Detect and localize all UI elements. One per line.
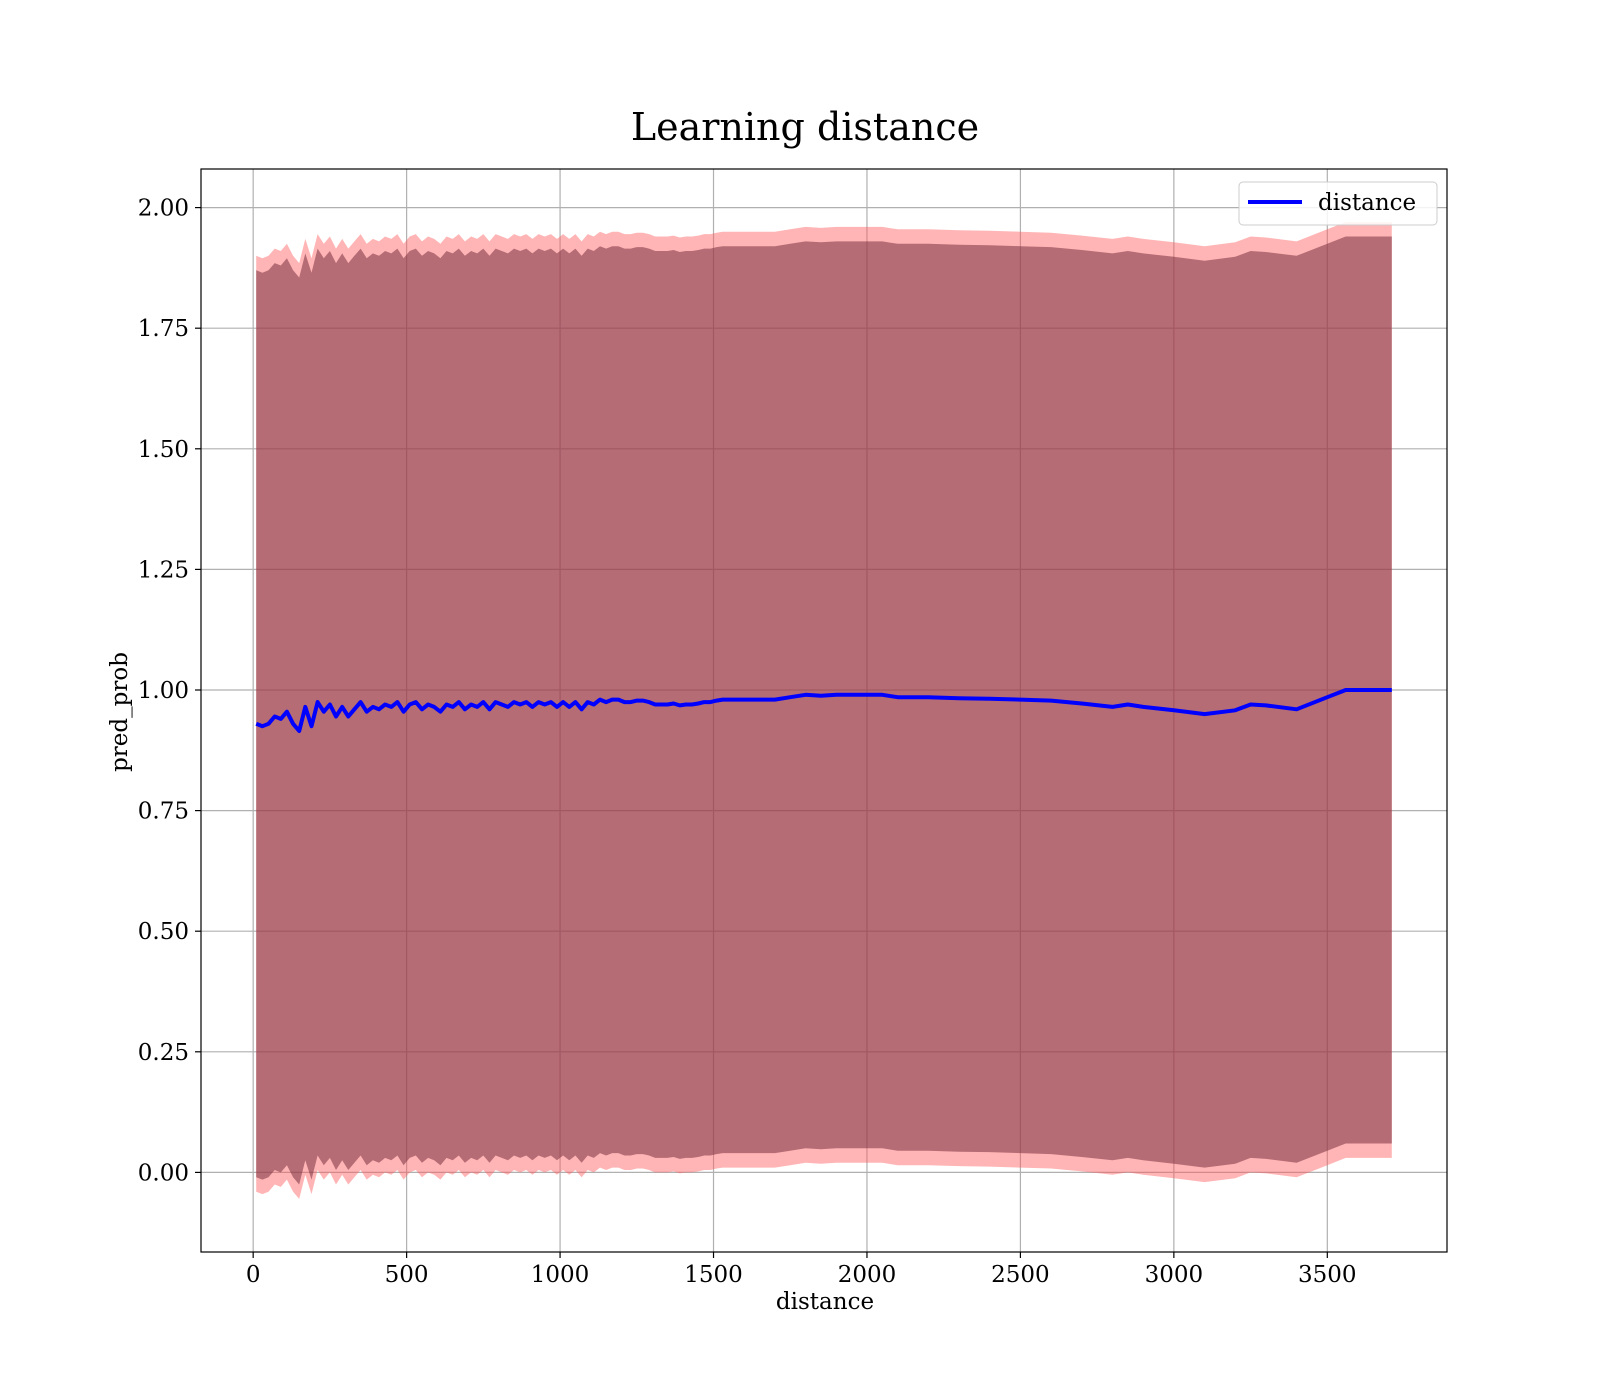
y-tick-label: 2.00 — [138, 196, 189, 222]
x-tick-label: 1500 — [684, 1262, 743, 1288]
x-tick-label: 3000 — [1145, 1262, 1204, 1288]
y-axis-ticks: 0.00 0.25 0.50 0.75 1.00 1.25 1.50 1.75 2.00 — [138, 196, 201, 1186]
y-tick-label: 1.25 — [138, 557, 189, 583]
x-axis-label: distance — [776, 1289, 874, 1315]
plot-frame — [200, 168, 1448, 1253]
y-tick-label: 0.50 — [138, 919, 189, 945]
y-tick-label: 1.75 — [138, 316, 189, 342]
series-lines — [255, 688, 1392, 733]
y-tick-label: 1.50 — [138, 437, 189, 463]
x-tick-label: 2500 — [991, 1262, 1050, 1288]
y-tick-label: 0.00 — [138, 1160, 189, 1186]
legend-box — [1238, 181, 1438, 226]
y-tick-label: 0.75 — [138, 799, 189, 825]
chart-title: Learning distance — [631, 105, 979, 149]
y-axis-label: pred_prob — [107, 652, 133, 772]
inner-band — [256, 236, 1392, 1185]
x-tick-label: 1000 — [531, 1262, 590, 1288]
confidence-bands — [256, 222, 1392, 1199]
y-tick-label: 1.00 — [138, 678, 189, 704]
x-tick-label: 3500 — [1298, 1262, 1357, 1288]
x-tick-label: 2000 — [838, 1262, 897, 1288]
legend: distance — [1238, 181, 1438, 226]
x-tick-label: 0 — [246, 1262, 261, 1288]
y-tick-label: 0.25 — [138, 1040, 189, 1066]
series-line-distance — [255, 688, 1392, 733]
x-axis-ticks: 0 500 1000 1500 2000 2500 3000 3500 — [246, 1252, 1357, 1288]
x-tick-label: 500 — [385, 1262, 429, 1288]
legend-label: distance — [1318, 190, 1416, 216]
